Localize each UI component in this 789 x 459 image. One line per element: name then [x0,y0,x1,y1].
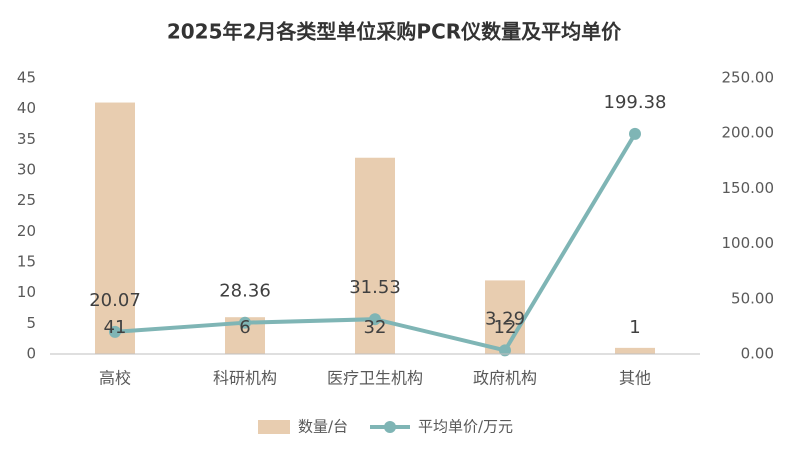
x-tick-label: 高校 [99,369,131,388]
y-tick-label: 40 [17,99,36,117]
data-label: 41 [104,317,127,338]
y2-tick-label: 150.00 [722,179,775,197]
y-tick-label: 20 [17,222,36,240]
data-label: 20.07 [89,290,141,311]
bar [485,280,525,354]
line-point [369,313,381,326]
line-point [629,127,641,140]
y-tick-label: 45 [17,69,36,87]
data-label: 6 [239,317,250,338]
line-point [239,316,251,329]
legend-swatch [258,420,290,434]
y2-tick-label: 200.00 [722,124,775,142]
y-tick-label: 0 [26,345,36,363]
data-label: 32 [364,317,387,338]
y-tick-label: 30 [17,161,36,179]
y-tick-label: 35 [17,130,36,148]
data-label: 12 [494,317,517,338]
y-tick-label: 15 [17,253,36,271]
x-tick-label: 医疗卫生机构 [327,369,423,388]
chart-title: 2025年2月各类型单位采购PCR仪数量及平均单价 [167,20,622,44]
bar [615,347,655,354]
bar [95,102,135,355]
y2-tick-label: 100.00 [722,234,775,252]
data-label: 199.38 [604,92,667,113]
x-tick-label: 政府机构 [473,369,537,388]
x-tick-label: 科研机构 [213,369,277,388]
line-point [109,325,121,338]
data-label: 31.53 [349,277,401,298]
y2-tick-label: 0.00 [741,345,774,363]
line-point [499,344,511,357]
data-label: 28.36 [219,281,271,302]
y-tick-label: 25 [17,191,36,209]
legend-label: 数量/台 [298,418,348,436]
x-tick-label: 其他 [619,369,651,388]
data-label: 1 [629,317,640,338]
legend-swatch [384,421,396,433]
legend-label: 平均单价/万元 [418,418,513,436]
y-tick-label: 10 [17,283,36,301]
y-tick-label: 5 [26,314,36,332]
y2-tick-label: 50.00 [731,289,774,307]
y2-tick-label: 250.00 [722,69,775,87]
data-label: 3.29 [485,308,525,329]
